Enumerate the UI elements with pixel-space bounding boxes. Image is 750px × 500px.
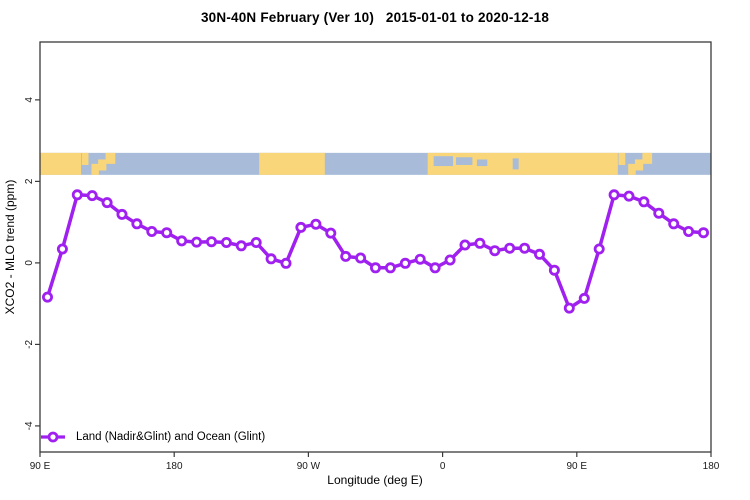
land-band-segment	[634, 159, 644, 171]
plot-border-box	[39, 41, 712, 453]
data-point-marker	[191, 236, 203, 248]
data-point-marker	[563, 302, 575, 314]
data-point-marker	[459, 239, 471, 251]
legend-label: Land (Nadir&Glint) and Ocean (Glint)	[76, 431, 266, 443]
data-point-marker	[235, 240, 247, 252]
data-point-marker	[608, 189, 620, 201]
data-point-marker	[205, 236, 217, 248]
land-band-segment	[105, 152, 116, 164]
x-tick-label: 180	[166, 461, 183, 472]
data-point-marker	[161, 227, 173, 239]
data-point-marker	[310, 218, 322, 230]
ocean-band-patch	[433, 156, 454, 167]
data-point-marker	[548, 264, 560, 276]
data-point-marker	[653, 207, 665, 219]
data-point-marker	[444, 254, 456, 266]
land-band-segment	[618, 152, 626, 165]
land-band-segment	[259, 152, 325, 175]
x-tick-label: 90 W	[297, 461, 321, 472]
data-point-marker	[280, 257, 292, 269]
data-point-marker	[384, 262, 396, 274]
y-tick-label: 2	[24, 178, 35, 184]
data-point-marker	[250, 236, 262, 248]
land-band-segment	[642, 152, 653, 164]
land-band-segment	[40, 152, 82, 175]
land-band-segment	[427, 152, 618, 175]
land-band-segment	[628, 163, 636, 175]
x-tick-label: 90 E	[30, 461, 51, 472]
data-point-marker	[369, 262, 381, 274]
data-point-marker	[578, 292, 590, 304]
data-point-marker	[355, 252, 367, 264]
data-point-marker	[698, 227, 710, 239]
chart-title: 30N-40N February (Ver 10) 2015-01-01 to …	[200, 10, 550, 25]
data-point-marker	[668, 218, 680, 230]
data-point-marker	[265, 253, 277, 265]
y-axis-label: XCO2 - MLO trend (ppm)	[3, 179, 17, 315]
data-point-marker	[489, 245, 501, 257]
x-tick-label: 0	[440, 461, 446, 472]
legend: Land (Nadir&Glint) and Ocean (Glint)	[40, 429, 265, 445]
ocean-band-patch	[476, 159, 488, 167]
data-point-marker	[146, 225, 158, 237]
y-tick-label: 0	[24, 260, 35, 266]
ocean-band-patch	[456, 157, 473, 165]
data-point-marker	[71, 189, 83, 201]
land-band-segment	[91, 163, 99, 175]
land-band-segment	[98, 159, 107, 171]
ocean-band-patch	[512, 158, 519, 170]
data-point-marker	[101, 197, 113, 209]
data-point-marker	[295, 221, 307, 233]
data-point-marker	[519, 242, 531, 254]
data-point-marker	[325, 227, 337, 239]
x-axis-label: Longitude (deg E)	[327, 473, 423, 487]
y-tick-label: 4	[24, 97, 35, 103]
data-point-marker	[86, 190, 98, 202]
data-point-marker	[220, 236, 232, 248]
land-ocean-map-band	[40, 152, 711, 175]
axes	[35, 41, 712, 457]
data-point-marker	[131, 218, 143, 230]
land-band-segment	[81, 152, 89, 165]
data-point-marker	[638, 196, 650, 208]
data-point-marker	[399, 257, 411, 269]
data-point-marker	[340, 250, 352, 262]
data-point-marker	[534, 248, 546, 260]
data-point-marker	[623, 190, 635, 202]
x-tick-label: 180	[703, 461, 720, 472]
data-point-marker	[683, 225, 695, 237]
data-point-marker	[593, 243, 605, 255]
data-point-marker	[429, 262, 441, 274]
data-point-marker	[56, 243, 68, 255]
x-tick-label: 90 E	[567, 461, 588, 472]
data-point-marker	[474, 237, 486, 249]
data-point-marker	[116, 208, 128, 220]
data-point-marker	[504, 242, 516, 254]
data-point-marker	[176, 235, 188, 247]
series-markers	[42, 189, 710, 314]
y-tick-label: -4	[24, 421, 35, 430]
series-line	[45, 193, 706, 310]
legend-line-marker-icon	[41, 431, 65, 443]
data-point-marker	[42, 291, 54, 303]
y-tick-label: -2	[24, 340, 35, 349]
data-point-marker	[414, 253, 426, 265]
